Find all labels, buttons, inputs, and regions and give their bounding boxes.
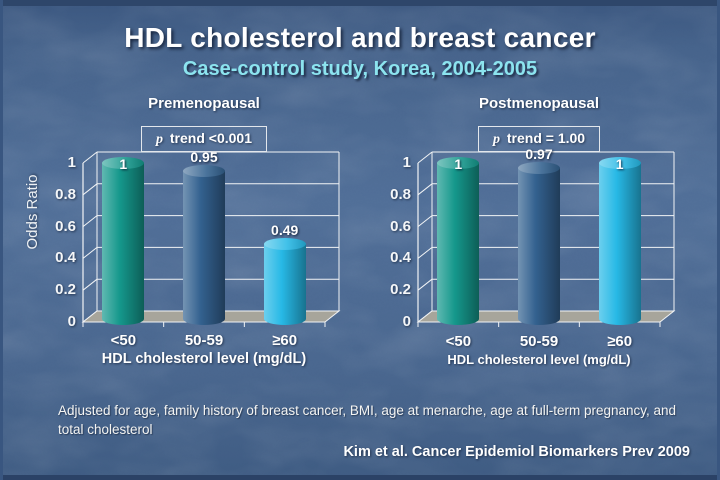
y-tick-label: 0.4 [55, 249, 76, 267]
x-tick-label: <50 [445, 333, 472, 350]
x-tick-label: 50-59 [519, 333, 559, 350]
x-axis-label: HDL cholesterol level (mg/dL) [101, 351, 307, 367]
bar-<50 [102, 163, 145, 325]
bar-≥60 [263, 244, 306, 325]
y-tick-label: 0.8 [390, 185, 411, 203]
x-tick-label: ≥60 [272, 332, 298, 349]
p-trend-text: trend <0.001 [166, 130, 252, 146]
bar-value-label: 1 [454, 156, 463, 172]
bar-≥60 [598, 163, 641, 325]
adjustment-footnote: Adjusted for age, family history of brea… [58, 403, 677, 437]
p-trend-text: trend = 1.00 [503, 130, 586, 146]
y-tick-label: 0 [402, 313, 411, 330]
bar-top-≥60 [263, 238, 306, 251]
y-tick-label: 0.8 [55, 185, 76, 203]
y-tick-label: 0 [67, 313, 76, 330]
x-tick-label: 50-59 [184, 332, 224, 349]
y-tick-label: 0.2 [55, 281, 76, 299]
slide-subtitle: Case-control study, Korea, 2004-2005 [182, 58, 538, 80]
y-tick-label: 0.4 [390, 249, 411, 267]
chart-title-premenopausal: Premenopausal [148, 95, 260, 112]
y-tick-label: 0.6 [390, 217, 411, 235]
bar-value-label: 1 [615, 156, 624, 172]
y-tick-label: 0.2 [390, 281, 411, 299]
slide-title: HDL cholesterol and breast cancer [124, 22, 596, 53]
bar-top-50-59 [518, 161, 560, 174]
bar-top-50-59 [183, 164, 225, 177]
y-tick-label: 0.6 [55, 217, 76, 235]
bar-50-59 [183, 170, 225, 325]
y-tick-label: 1 [402, 154, 411, 171]
y-axis-label: Odds Ratio [24, 174, 41, 250]
bar-50-59 [518, 167, 560, 325]
chart-title-postmenopausal: Postmenopausal [478, 95, 600, 112]
bar-<50 [437, 163, 480, 325]
citation: Kim et al. Cancer Epidemiol Biomarkers P… [343, 444, 690, 460]
x-axis-label: HDL cholesterol level (mg/dL) [447, 352, 631, 367]
bar-value-label: 1 [119, 156, 128, 172]
x-tick-label: ≥60 [607, 333, 633, 350]
bar-value-label: 0.95 [190, 148, 218, 165]
y-tick-label: 1 [67, 154, 76, 171]
bar-value-label: 0.97 [525, 145, 553, 162]
x-tick-label: <50 [110, 332, 137, 349]
bar-value-label: 0.49 [271, 222, 299, 239]
